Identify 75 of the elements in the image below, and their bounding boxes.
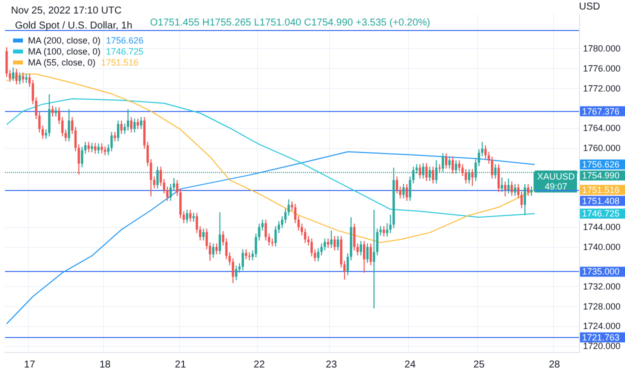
x-tick-label: 23 [326,360,338,370]
y-tick-label: 1732.000 [583,282,621,292]
candlestick [317,248,320,262]
annotation: 49:07 [544,182,568,192]
y-tick-label: 1764.000 [583,122,621,133]
candlestick [212,242,214,258]
candlestick [114,131,116,142]
candlestick [330,230,333,248]
x-tick-label: 25 [473,360,485,370]
candlestick [406,183,408,202]
candlestick [458,160,460,172]
candlestick [218,212,221,255]
candlestick [235,265,238,281]
line-series [6,151,536,324]
annotation: XAUUSD [537,172,576,182]
annotation: O1751.455 H1755.265 L1751.040 C1754.990 +3.535 (+0.20%) [150,18,430,28]
x-tick-label: 28 [548,360,560,370]
candlestick [130,116,132,133]
line-series [6,98,536,218]
x-tick-label: 24 [404,360,416,370]
candlestick [94,142,96,154]
line-series [6,73,536,243]
ref-line-label: 1735.000 [582,266,620,277]
y-tick-label: 1724.000 [583,321,621,332]
candlestick [18,72,21,85]
y-tick-label: 1772.000 [583,83,621,94]
y-tick-label: 1744.000 [583,222,621,232]
chart-subtitle: Nov 25, 2022 17:10 UTC [11,6,122,16]
candlestick [140,116,142,130]
x-tick-label: 18 [99,360,112,370]
text: 1746.725 [582,208,620,219]
candlestick [189,209,192,222]
annotation: 1756.626 [106,36,144,46]
ref-line-label: 1751.408 [582,196,620,206]
candlestick [370,242,372,266]
candlestick [382,226,385,238]
annotation: 1751.516 [101,58,139,68]
y-axis-title: USD [579,2,600,12]
y-tick-label: 1780.000 [583,44,621,54]
candlestick [452,156,454,174]
ref-line-label: 1754.990 [582,170,620,181]
y-tick-label: 1760.000 [583,142,621,153]
candlestick [360,240,362,256]
candlestick [136,118,139,130]
candlestick [497,164,500,192]
candlestick [504,181,506,197]
legend-label: MA (55, close, 0) [28,58,96,68]
x-tick-label: 21 [174,360,186,370]
candlestick [48,94,50,137]
candlestick [100,142,103,154]
text: 1756.626 [582,160,620,170]
legend-label: MA (200, close, 0) [28,36,101,46]
candlestick [527,183,530,196]
candlestick [363,240,366,274]
y-tick-label: 1728.000 [583,301,621,312]
candlestick [333,236,336,251]
candlestick [12,67,14,82]
y-tick-label: 1776.000 [583,64,621,74]
candlestick [117,120,120,142]
candlestick [510,181,513,196]
legend-label: MA (100, close, 0) [28,46,101,56]
x-tick-label: 22 [254,360,266,370]
candlestick [54,106,57,118]
candlestick [87,141,90,153]
x-tick-label: 17 [24,360,36,370]
candlestick [445,152,448,170]
y-tick-label: 1740.000 [583,242,621,252]
candlestick [242,248,244,271]
candlestick [524,183,526,216]
text: Gold Spot / U.S. Dollar, 1h [15,20,132,32]
text: 1751.516 [582,184,620,195]
ref-line-label: 1767.376 [582,106,620,116]
ref-line-label: 1721.763 [582,332,620,342]
y-tick-label: 1720.000 [583,341,621,352]
annotation: 1746.725 [106,46,144,56]
